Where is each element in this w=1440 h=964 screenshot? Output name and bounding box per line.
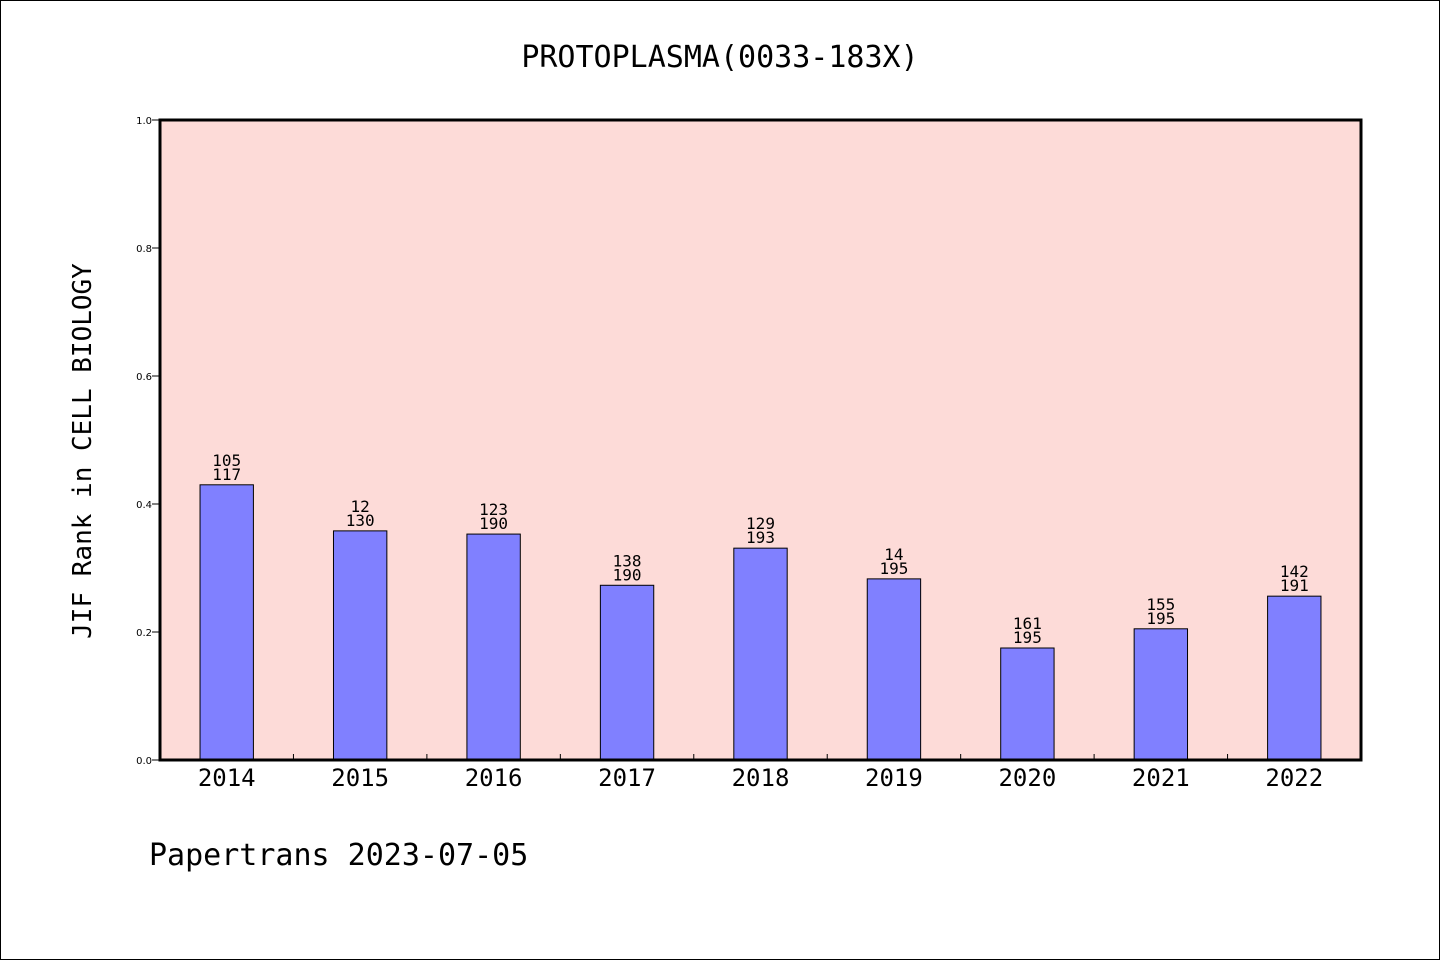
data-label-bottom: 195: [1013, 628, 1042, 647]
bar-2014: [199, 484, 254, 761]
data-label-bottom: 195: [879, 559, 908, 578]
y-tick-label: 0.0: [136, 756, 152, 767]
data-label-top: 123: [479, 500, 508, 519]
bar-2016: [466, 533, 521, 761]
x-tick-label: 2017: [598, 764, 656, 792]
data-label-top: 129: [746, 514, 775, 533]
y-tick-label: 0.2: [136, 628, 152, 639]
bar-2022: [1267, 595, 1322, 761]
plot-border: [158, 118, 1363, 762]
data-labels: 1051171213012319013819012919314195161195…: [212, 451, 1308, 647]
data-label-top: 155: [1146, 595, 1175, 614]
data-label-top: 161: [1013, 614, 1042, 633]
data-label-top: 142: [1280, 562, 1309, 581]
y-axis-label: JIF Rank in CELL BIOLOGY: [68, 263, 98, 639]
data-label-top: 105: [212, 451, 241, 470]
x-tick-label: 2016: [465, 764, 523, 792]
data-label-bottom: 190: [613, 565, 642, 584]
data-label-top: 138: [613, 551, 642, 570]
x-tick-label: 2020: [998, 764, 1056, 792]
x-tick-label: 2022: [1265, 764, 1323, 792]
data-label-bottom: 195: [1146, 609, 1175, 628]
bar-2015: [332, 530, 388, 761]
x-tick-label: 2015: [331, 764, 389, 792]
bars: [199, 484, 1322, 761]
data-label-bottom: 191: [1280, 576, 1309, 595]
y-tick-label: 1.0: [136, 116, 152, 127]
bar-2021: [1133, 628, 1189, 761]
x-tick-label: 2019: [865, 764, 923, 792]
x-axis-ticks: 2014 2015 2016 2017 2018 2019 2020 2021 2022: [198, 754, 1323, 792]
data-label-bottom: 193: [746, 528, 775, 547]
data-label-top: 14: [884, 545, 903, 564]
bar-2018: [733, 547, 788, 761]
data-label-bottom: 190: [479, 514, 508, 533]
data-label-bottom: 130: [346, 511, 375, 530]
bar-2020: [1000, 647, 1055, 761]
y-axis-ticks: 0.0 0.2 0.4 0.6 0.8 1.0: [136, 116, 160, 767]
y-tick-label: 0.8: [136, 244, 152, 255]
bar-2017: [599, 584, 655, 761]
x-tick-label: 2021: [1132, 764, 1190, 792]
y-tick-label: 0.6: [136, 372, 152, 383]
x-tick-label: 2014: [198, 764, 256, 792]
data-label-top: 12: [351, 497, 370, 516]
chart-title: PROTOPLASMA(0033-183X): [521, 40, 918, 75]
bar-2019: [866, 578, 922, 761]
y-tick-label: 0.4: [136, 500, 152, 511]
footer-text: Papertrans 2023-07-05: [149, 838, 528, 873]
data-label-bottom: 117: [212, 465, 241, 484]
x-tick-label: 2018: [732, 764, 790, 792]
